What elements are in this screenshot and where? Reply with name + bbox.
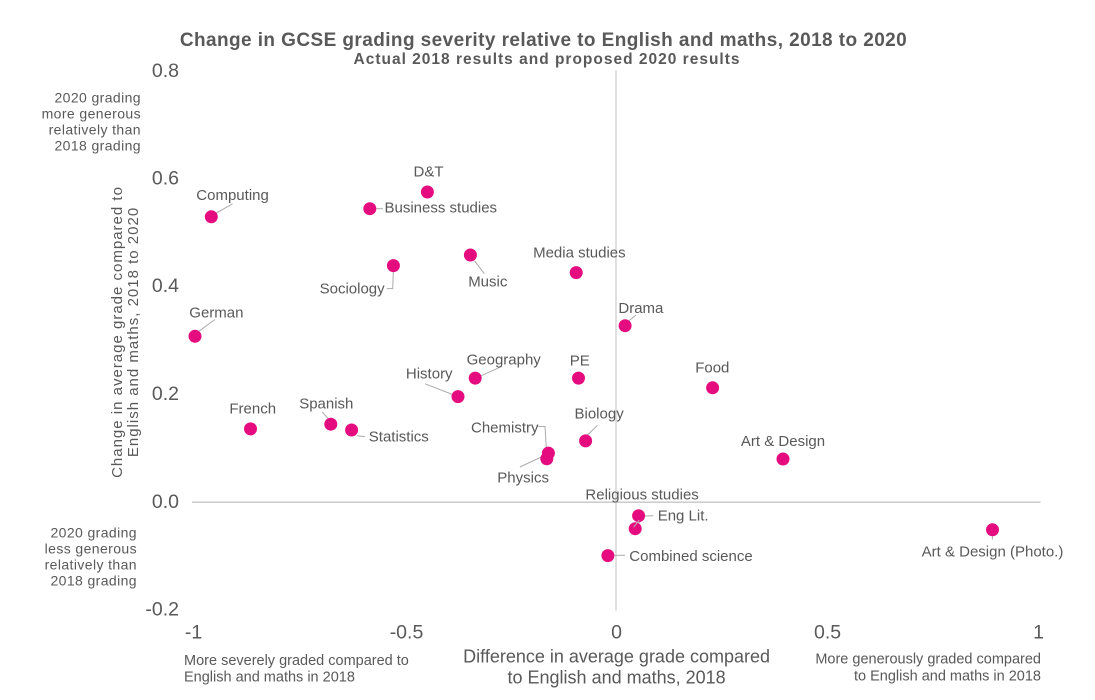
svg-text:Business studies: Business studies: [385, 200, 498, 217]
svg-text:Chemistry: Chemistry: [471, 420, 539, 437]
svg-text:Change in GCSE grading severit: Change in GCSE grading severity relative…: [180, 30, 907, 51]
svg-text:2020 grading: 2020 grading: [50, 524, 137, 540]
svg-text:-0.5: -0.5: [390, 622, 424, 644]
svg-text:Change in average grade compar: Change in average grade compared to: [109, 186, 126, 478]
svg-text:Media studies: Media studies: [533, 245, 626, 262]
svg-text:Computing: Computing: [196, 187, 269, 204]
svg-text:Biology: Biology: [575, 406, 625, 423]
svg-text:Food: Food: [695, 360, 729, 377]
svg-text:English and maths in 2018: English and maths in 2018: [184, 670, 355, 686]
svg-text:more generous: more generous: [42, 105, 141, 121]
svg-text:Geography: Geography: [467, 351, 542, 368]
svg-text:Difference in average grade co: Difference in average grade compared: [463, 647, 770, 667]
svg-text:Spanish: Spanish: [299, 395, 353, 412]
svg-text:to English and maths in 2018: to English and maths in 2018: [854, 669, 1041, 685]
svg-text:German: German: [189, 305, 243, 322]
svg-text:2020 grading: 2020 grading: [54, 89, 141, 105]
svg-text:PE: PE: [570, 352, 590, 369]
svg-text:More generously graded compare: More generously graded compared: [815, 652, 1041, 668]
svg-text:relatively than: relatively than: [45, 557, 137, 573]
svg-text:Statistics: Statistics: [369, 429, 429, 446]
svg-text:to English and maths, 2018: to English and maths, 2018: [508, 668, 726, 688]
svg-text:2018 grading: 2018 grading: [50, 573, 137, 589]
svg-text:Combined science: Combined science: [629, 548, 752, 565]
svg-text:Art & Design: Art & Design: [741, 433, 825, 450]
svg-text:More severely graded compared: More severely graded compared to: [184, 653, 409, 669]
svg-text:0.2: 0.2: [152, 383, 179, 405]
svg-text:Physics: Physics: [497, 469, 549, 486]
svg-text:0: 0: [611, 622, 622, 644]
svg-text:D&T: D&T: [414, 163, 444, 180]
svg-text:Drama: Drama: [618, 300, 664, 317]
svg-text:Sociology: Sociology: [320, 280, 386, 297]
svg-text:Eng Lit.: Eng Lit.: [658, 508, 709, 525]
svg-text:-0.2: -0.2: [145, 598, 179, 620]
svg-text:0.0: 0.0: [152, 491, 179, 513]
svg-text:French: French: [229, 401, 276, 418]
svg-text:0.4: 0.4: [152, 275, 179, 297]
svg-text:English and maths, 2018 to 202: English and maths, 2018 to 2020: [125, 207, 142, 457]
svg-text:2018 grading: 2018 grading: [54, 138, 141, 154]
svg-text:0.8: 0.8: [152, 60, 179, 82]
svg-text:Actual 2018 results and propos: Actual 2018 results and proposed 2020 re…: [354, 51, 741, 68]
svg-text:Art & Design (Photo.): Art & Design (Photo.): [922, 544, 1064, 561]
svg-text:0.6: 0.6: [152, 168, 179, 190]
svg-text:-1: -1: [185, 622, 202, 644]
svg-text:less generous: less generous: [45, 540, 137, 556]
svg-text:0.5: 0.5: [814, 622, 841, 644]
svg-text:relatively than: relatively than: [49, 122, 141, 138]
svg-text:Religious studies: Religious studies: [585, 487, 698, 504]
svg-text:1: 1: [1033, 622, 1044, 644]
svg-text:Music: Music: [468, 273, 508, 290]
svg-text:History: History: [406, 366, 453, 383]
